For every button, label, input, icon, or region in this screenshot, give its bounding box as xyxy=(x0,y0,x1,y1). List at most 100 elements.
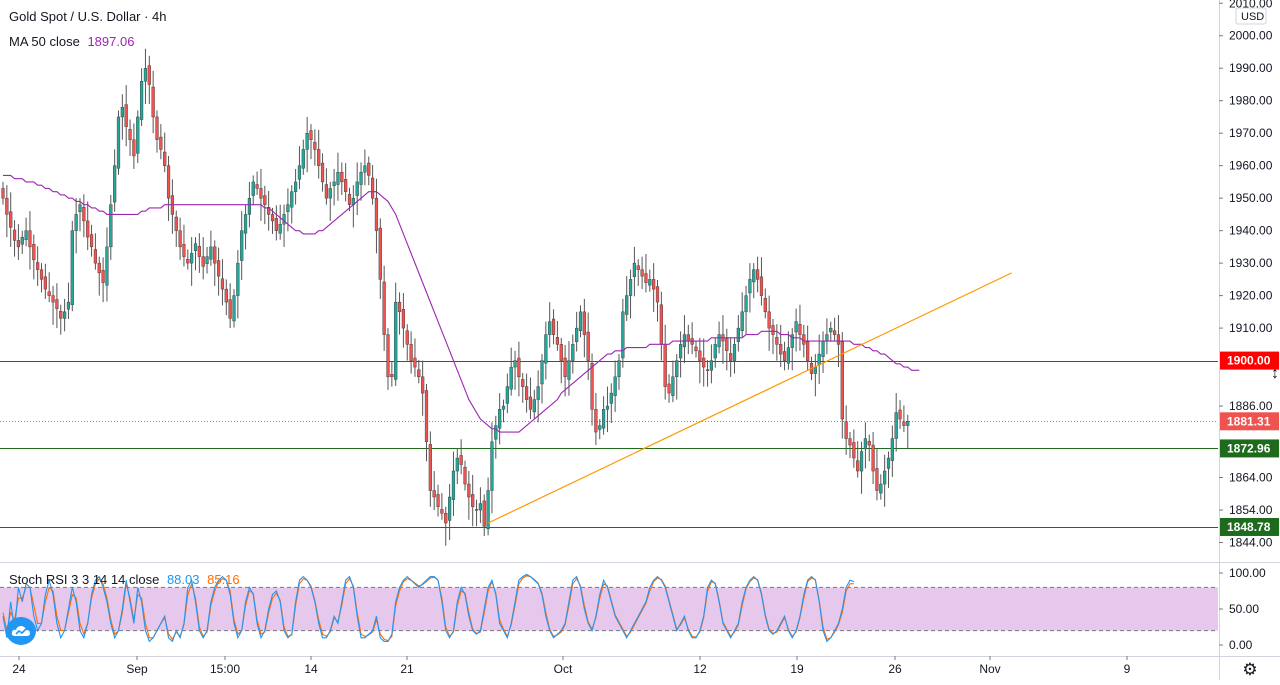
candle-body xyxy=(478,503,482,511)
settings-gear-icon[interactable]: ⚙ xyxy=(1242,660,1258,679)
candle-body xyxy=(548,321,552,335)
candle-body xyxy=(725,338,729,352)
candle-body xyxy=(382,281,386,335)
price-tick-label: 1920.00 xyxy=(1229,289,1273,303)
candle-body xyxy=(748,279,752,294)
candle-body xyxy=(856,460,860,472)
candle-body xyxy=(174,216,178,231)
candle-body xyxy=(263,195,267,205)
candle-body xyxy=(228,299,232,319)
candle-body xyxy=(12,229,17,241)
candle-body xyxy=(101,270,105,283)
price-tick-label: 2010.00 xyxy=(1229,0,1273,10)
ma-label: MA 50 close xyxy=(9,34,80,49)
candle-body xyxy=(147,65,151,85)
candle-body xyxy=(482,500,486,527)
candle-body xyxy=(282,214,286,225)
candle-body xyxy=(278,223,282,234)
price-tick-label: 1980.00 xyxy=(1229,94,1273,108)
candle-body xyxy=(505,386,509,404)
candle-body xyxy=(128,129,132,140)
candle-body xyxy=(109,204,113,248)
candle-body xyxy=(544,334,548,364)
candle-body xyxy=(440,509,444,514)
candle-body xyxy=(659,304,663,345)
candle-body xyxy=(525,386,529,400)
candle-body xyxy=(844,421,848,439)
candle-body xyxy=(24,230,28,240)
candle-body xyxy=(775,337,779,345)
candle-body xyxy=(424,390,429,443)
candle-body xyxy=(833,330,837,335)
candle-body xyxy=(32,244,36,261)
candle-body xyxy=(5,197,9,215)
candle-body xyxy=(729,353,733,361)
candle-body xyxy=(767,311,771,329)
candle-body xyxy=(113,165,117,203)
candle-body xyxy=(259,188,263,199)
candle-body xyxy=(501,405,506,410)
tradingview-logo-icon[interactable] xyxy=(6,617,36,645)
candle-body xyxy=(328,188,332,199)
price-badge xyxy=(1220,439,1279,458)
candle-body xyxy=(286,204,290,213)
candle-body xyxy=(813,366,817,374)
candle-body xyxy=(401,309,405,329)
candle-body xyxy=(790,334,794,348)
candle-body xyxy=(686,334,690,342)
candle-body xyxy=(120,107,124,118)
candle-body xyxy=(220,278,225,290)
time-tick-label: 15:00 xyxy=(210,662,240,676)
candle-body xyxy=(232,295,236,322)
candle-body xyxy=(374,197,379,231)
candle-body xyxy=(193,243,198,251)
candle-body xyxy=(655,286,660,303)
candle-body xyxy=(190,253,194,264)
candle-body xyxy=(744,295,748,313)
candle-body xyxy=(213,246,217,264)
stoch-label: Stoch RSI 3 3 14 14 close xyxy=(9,572,160,587)
stoch-d-value: 85.16 xyxy=(207,572,240,587)
candle-body xyxy=(528,396,533,410)
candle-body xyxy=(448,496,452,521)
candle-body xyxy=(236,262,240,296)
candle-body xyxy=(667,383,671,394)
candle-body xyxy=(367,162,371,176)
candle-body xyxy=(143,68,148,82)
candle-body xyxy=(93,249,97,264)
candle-body xyxy=(336,171,340,185)
candle-body xyxy=(413,357,417,368)
candle-body xyxy=(451,470,456,500)
candle-body xyxy=(363,165,367,173)
candle-body xyxy=(640,269,644,277)
candle-body xyxy=(632,262,636,277)
ma-legend: MA 50 close 1897.06 xyxy=(9,34,138,49)
candle-body xyxy=(97,262,101,274)
candle-body xyxy=(355,181,359,196)
price-badge-label: 1872.96 xyxy=(1227,441,1271,455)
candle-body xyxy=(432,490,436,498)
candle-body xyxy=(798,324,802,335)
candle-body xyxy=(409,344,413,361)
time-tick-label: Oct xyxy=(554,662,573,676)
stoch-tick-label: 50.00 xyxy=(1229,602,1259,616)
candle-body xyxy=(498,409,502,429)
price-tick-label: 1990.00 xyxy=(1229,61,1273,75)
candle-body xyxy=(274,218,278,231)
candle-body xyxy=(251,181,255,196)
candle-body xyxy=(309,130,313,140)
candle-body xyxy=(621,311,625,359)
price-tick-label: 1940.00 xyxy=(1229,224,1273,238)
candle-body xyxy=(378,227,382,280)
candle-body xyxy=(344,179,348,192)
candle-body xyxy=(347,194,352,205)
candle-body xyxy=(324,184,328,199)
ma-value: 1897.06 xyxy=(87,34,135,49)
candle-body xyxy=(255,184,259,189)
candle-body xyxy=(863,438,867,450)
candle-body xyxy=(521,379,525,387)
candle-body xyxy=(717,334,721,348)
candle-body xyxy=(871,444,875,472)
candle-body xyxy=(652,279,656,290)
